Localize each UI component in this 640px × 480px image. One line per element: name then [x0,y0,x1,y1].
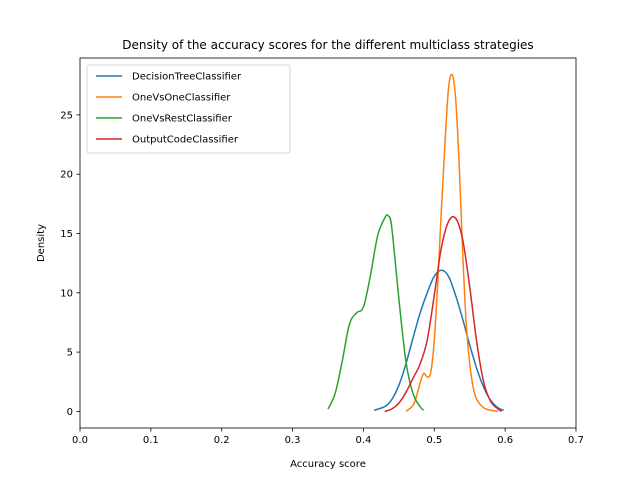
x-tick-label: 0.3 [285,435,301,446]
x-axis: 0.0 0.1 0.2 0.3 0.4 0.5 0.6 0.7 [72,428,584,446]
x-tick-label: 0.2 [214,435,230,446]
y-tick-label: 5 [67,348,73,359]
y-tick-label: 20 [60,170,73,181]
x-tick-label: 0.7 [568,435,584,446]
x-tick-label: 0.4 [355,435,371,446]
plot-frame [79,57,577,429]
legend-items: DecisionTreeClassifier OneVsOneClassifier… [96,72,242,146]
x-axis-label: Accuracy score [290,459,366,470]
y-axis: 0 5 10 15 20 25 [60,110,80,418]
legend: DecisionTreeClassifier OneVsOneClassifier… [86,64,291,154]
legend-label: OneVsOneClassifier [132,93,231,104]
series-line-decisiontreeclassifier [373,269,505,411]
x-tick-label: 0.1 [143,435,159,446]
x-tick-label: 0.5 [426,435,442,446]
y-tick-label: 15 [60,229,73,240]
chart-title: Density of the accuracy scores for the d… [122,38,533,52]
y-tick-label: 25 [60,110,73,121]
legend-label: OutputCodeClassifier [132,135,239,146]
series-line-outputcodeclassifier [384,215,503,413]
x-tick-label: 0.0 [72,435,88,446]
y-tick-label: 0 [67,407,73,418]
series-line-onevsrestclassifier [327,214,425,411]
legend-box [86,64,291,154]
x-tick-label: 0.6 [497,435,513,446]
y-tick-label: 10 [60,288,73,299]
series-line-onevsoneclassifier [405,73,499,413]
series-layer [327,73,505,413]
legend-label: OneVsRestClassifier [132,114,233,125]
legend-label: DecisionTreeClassifier [132,72,242,83]
y-axis-label: Density [36,224,47,262]
